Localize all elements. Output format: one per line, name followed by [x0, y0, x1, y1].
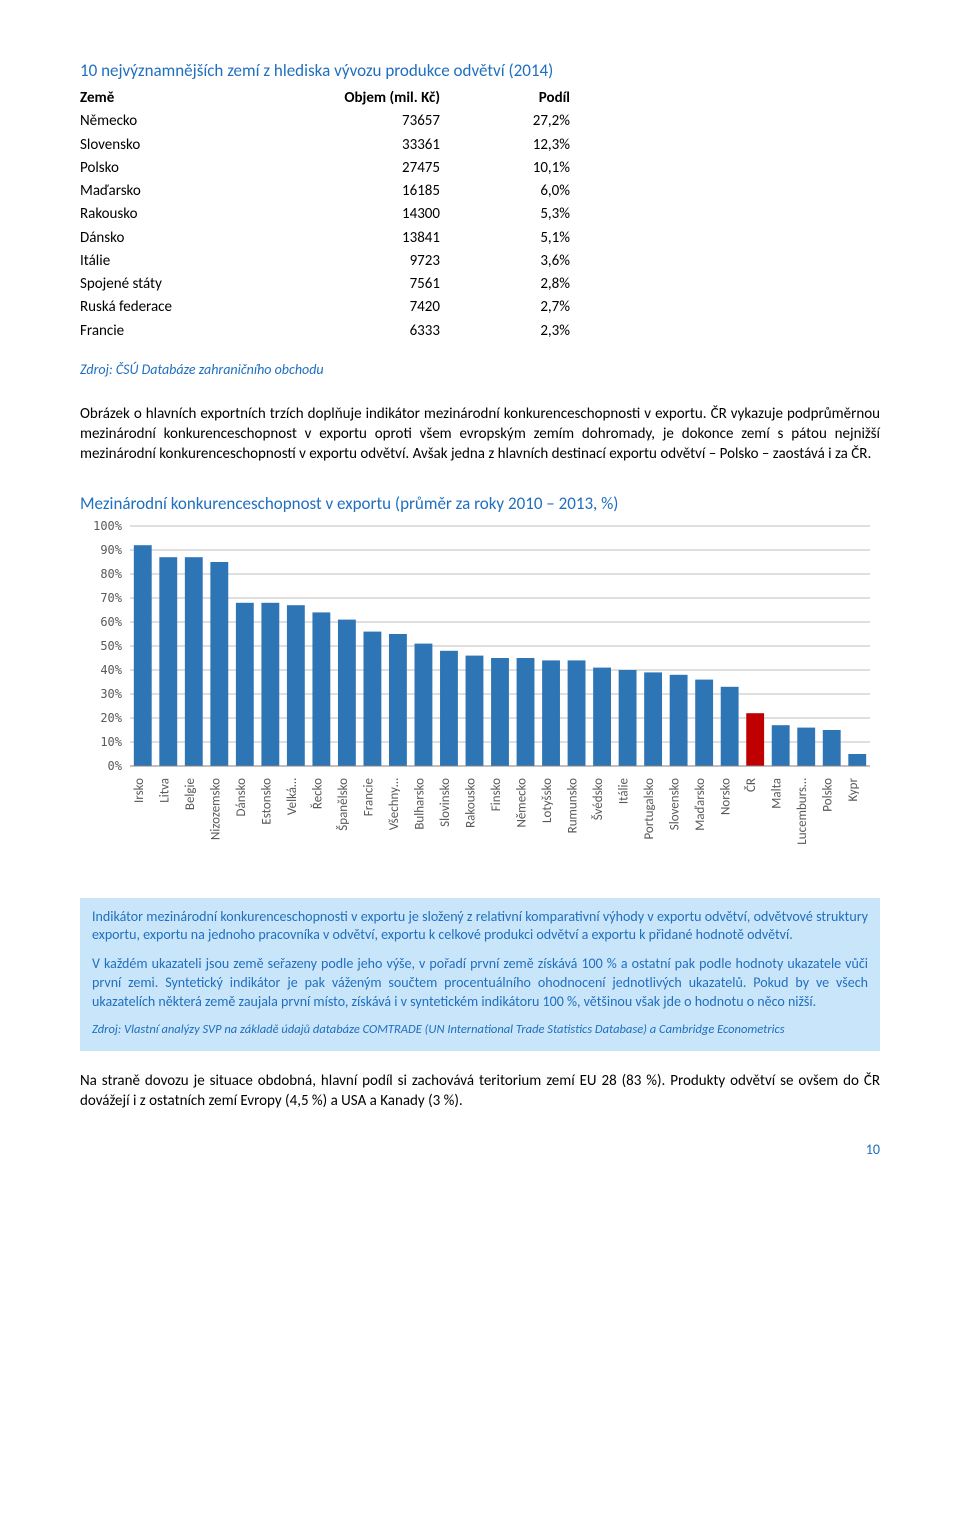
svg-text:Litva: Litva — [157, 778, 172, 803]
svg-text:70%: 70% — [100, 591, 122, 605]
svg-text:Německo: Německo — [515, 777, 530, 827]
svg-text:50%: 50% — [100, 639, 122, 653]
svg-text:Finsko: Finsko — [489, 777, 504, 810]
table-row: Spojené státy75612,8% — [80, 273, 880, 296]
svg-text:Norsko: Norsko — [719, 777, 734, 814]
cell-share: 5,3% — [480, 203, 570, 226]
cell-volume: 16185 — [290, 180, 480, 203]
col-volume: Objem (mil. Kč) — [290, 87, 480, 110]
infobox-source: Zdroj: Vlastní analýzy SVP na základě úd… — [92, 1022, 868, 1039]
svg-text:Velká…: Velká… — [285, 777, 300, 814]
cell-volume: 7561 — [290, 273, 480, 296]
svg-text:Kypr: Kypr — [846, 777, 861, 801]
svg-text:20%: 20% — [100, 711, 122, 725]
svg-text:90%: 90% — [100, 543, 122, 557]
cell-volume: 14300 — [290, 203, 480, 226]
svg-text:100%: 100% — [93, 519, 123, 533]
svg-text:30%: 30% — [100, 687, 122, 701]
table-row: Maďarsko161856,0% — [80, 180, 880, 203]
table-row: Ruská federace74202,7% — [80, 296, 880, 319]
svg-text:Slovensko: Slovensko — [668, 777, 683, 829]
paragraph-1: Obrázek o hlavních exportních trzích dop… — [80, 404, 880, 465]
chart-title: Mezinárodní konkurenceschopnost v export… — [80, 493, 880, 514]
export-table: Země Objem (mil. Kč) Podíl Německo736572… — [80, 87, 880, 343]
cell-country: Itálie — [80, 250, 290, 273]
svg-text:Řecko: Řecko — [310, 777, 325, 808]
cell-country: Rakousko — [80, 203, 290, 226]
cell-country: Ruská federace — [80, 296, 290, 319]
table-row: Francie63332,3% — [80, 320, 880, 343]
svg-text:Rakousko: Rakousko — [463, 777, 478, 827]
cell-share: 2,7% — [480, 296, 570, 319]
cell-volume: 73657 — [290, 110, 480, 133]
page-number: 10 — [80, 1141, 880, 1158]
svg-text:ČR: ČR — [744, 778, 759, 792]
col-share: Podíl — [480, 87, 570, 110]
table-header: Země Objem (mil. Kč) Podíl — [80, 87, 880, 110]
cell-volume: 33361 — [290, 134, 480, 157]
cell-country: Francie — [80, 320, 290, 343]
svg-text:Švédsko: Švédsko — [591, 777, 606, 819]
svg-text:Estonsko: Estonsko — [259, 777, 274, 824]
cell-share: 3,6% — [480, 250, 570, 273]
svg-text:Nizozemsko: Nizozemsko — [208, 777, 223, 839]
cell-volume: 6333 — [290, 320, 480, 343]
svg-text:Rumunsko: Rumunsko — [566, 777, 581, 832]
svg-text:80%: 80% — [100, 567, 122, 581]
svg-text:10%: 10% — [100, 735, 122, 749]
cell-country: Polsko — [80, 157, 290, 180]
cell-country: Německo — [80, 110, 290, 133]
svg-text:Francie: Francie — [361, 778, 376, 816]
info-box: Indikátor mezinárodní konkurenceschopnos… — [80, 898, 880, 1051]
table-source: Zdroj: ČSÚ Databáze zahraničního obchodu — [80, 361, 880, 378]
svg-text:Lotyšsko: Lotyšsko — [540, 777, 555, 822]
cell-country: Spojené státy — [80, 273, 290, 296]
cell-share: 10,1% — [480, 157, 570, 180]
cell-share: 2,3% — [480, 320, 570, 343]
table-row: Dánsko138415,1% — [80, 227, 880, 250]
table-row: Německo7365727,2% — [80, 110, 880, 133]
table-row: Rakousko143005,3% — [80, 203, 880, 226]
cell-country: Slovensko — [80, 134, 290, 157]
svg-text:Slovinsko: Slovinsko — [438, 777, 453, 826]
svg-text:Itálie: Itálie — [617, 778, 632, 804]
svg-text:Lucemburs…: Lucemburs… — [795, 777, 810, 844]
cell-volume: 9723 — [290, 250, 480, 273]
table-row: Slovensko3336112,3% — [80, 134, 880, 157]
table-row: Polsko2747510,1% — [80, 157, 880, 180]
table-row: Itálie97233,6% — [80, 250, 880, 273]
col-country: Země — [80, 87, 290, 110]
svg-text:Belgie: Belgie — [183, 778, 198, 810]
cell-share: 2,8% — [480, 273, 570, 296]
svg-text:Malta: Malta — [770, 778, 785, 809]
svg-text:Španělsko: Španělsko — [336, 777, 351, 830]
paragraph-2: Na straně dovozu je situace obdobná, hla… — [80, 1071, 880, 1112]
svg-text:Portugalsko: Portugalsko — [642, 777, 657, 839]
svg-text:Irsko: Irsko — [132, 777, 147, 802]
cell-country: Dánsko — [80, 227, 290, 250]
infobox-p1: Indikátor mezinárodní konkurenceschopnos… — [92, 908, 868, 946]
svg-text:Maďarsko: Maďarsko — [693, 777, 708, 830]
svg-text:0%: 0% — [108, 759, 123, 773]
svg-text:40%: 40% — [100, 663, 122, 677]
export-table-title: 10 nejvýznamnějších zemí z hlediska vývo… — [80, 60, 880, 81]
svg-text:Polsko: Polsko — [821, 777, 836, 811]
cell-volume: 7420 — [290, 296, 480, 319]
competitiveness-chart: 0% 10% 20% 30% 40% 50% 60% 70% 80% 90% 100% Irsko Li… — [80, 516, 880, 876]
svg-text:Bulharsko: Bulharsko — [412, 777, 427, 829]
cell-share: 27,2% — [480, 110, 570, 133]
svg-text:60%: 60% — [100, 615, 122, 629]
cell-volume: 27475 — [290, 157, 480, 180]
cell-share: 6,0% — [480, 180, 570, 203]
infobox-p2: V každém ukazateli jsou země seřazeny po… — [92, 955, 868, 1012]
cell-share: 12,3% — [480, 134, 570, 157]
cell-country: Maďarsko — [80, 180, 290, 203]
cell-volume: 13841 — [290, 227, 480, 250]
cell-share: 5,1% — [480, 227, 570, 250]
svg-text:Dánsko: Dánsko — [234, 777, 249, 816]
svg-text:Všechny…: Všechny… — [387, 777, 402, 829]
